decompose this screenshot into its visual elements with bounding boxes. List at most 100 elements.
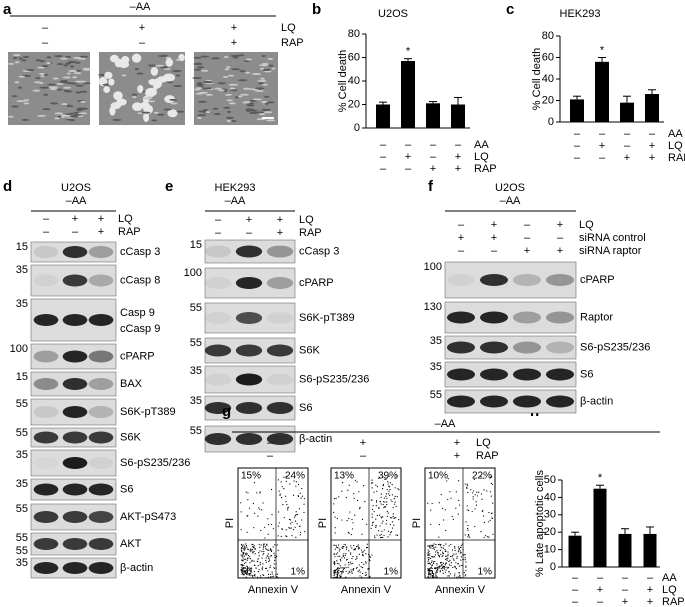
event: [454, 549, 456, 552]
y-tick-label: 20: [348, 98, 360, 110]
event: [435, 543, 437, 546]
event: [465, 566, 467, 568]
event: [341, 482, 344, 484]
cell: [159, 66, 169, 69]
event: [277, 576, 279, 579]
event: [304, 531, 306, 533]
event: [481, 510, 484, 513]
cell: [121, 74, 127, 77]
cell: [200, 69, 209, 72]
event: [464, 575, 466, 577]
event: [459, 550, 462, 552]
event: [445, 529, 447, 532]
event: [375, 484, 377, 486]
condition-sign: –: [360, 450, 367, 462]
cell: [266, 119, 276, 122]
band: [235, 245, 263, 258]
cell: [40, 65, 49, 68]
band: [512, 311, 542, 324]
event: [265, 567, 268, 569]
cell: [42, 108, 51, 111]
event: [378, 477, 380, 479]
event: [453, 553, 455, 555]
event: [454, 566, 456, 568]
band: [545, 341, 575, 354]
cell-line: U2OS: [61, 182, 91, 194]
event: [243, 552, 245, 554]
quadrant-percent: 1%: [291, 567, 306, 578]
panel-label: d: [3, 178, 12, 195]
event: [277, 549, 279, 551]
protein-label: AKT: [120, 538, 142, 550]
band: [512, 368, 542, 381]
plot-frame: [424, 467, 496, 579]
event: [378, 507, 380, 509]
event: [480, 493, 483, 495]
event: [443, 568, 445, 570]
event: [435, 576, 437, 578]
event: [270, 555, 272, 557]
event: [333, 503, 335, 505]
event: [240, 568, 242, 571]
event: [447, 551, 449, 553]
cell: [108, 78, 115, 86]
quadrant-percent: 24%: [285, 471, 305, 482]
event: [447, 567, 449, 569]
event: [431, 555, 433, 558]
y-tick-label: 60: [348, 51, 360, 63]
event: [334, 571, 336, 574]
event: [357, 544, 359, 546]
cell: [268, 64, 274, 67]
condition-sign: –: [267, 437, 274, 449]
event: [444, 564, 446, 566]
condition-sign: –: [572, 596, 579, 607]
condition-sign: –: [597, 572, 604, 584]
event: [486, 536, 489, 538]
band: [204, 402, 232, 414]
condition-sign: –: [43, 213, 50, 225]
event: [437, 544, 440, 546]
event: [442, 562, 444, 564]
event: [442, 507, 444, 510]
band: [33, 431, 59, 444]
size-marker: 55: [16, 503, 28, 515]
event: [241, 564, 243, 566]
event: [443, 545, 445, 547]
protein-label: cPARP: [580, 274, 615, 286]
event: [455, 507, 457, 509]
event: [458, 499, 460, 502]
event: [427, 568, 429, 570]
event: [457, 546, 460, 548]
event: [428, 557, 430, 559]
cell: [226, 110, 232, 113]
event: [385, 519, 388, 521]
event: [281, 486, 283, 488]
event: [295, 536, 297, 538]
event: [351, 528, 354, 530]
event: [370, 482, 373, 484]
event: [432, 562, 435, 564]
cell: [223, 55, 229, 58]
cell: [141, 111, 151, 114]
cell: [35, 77, 41, 80]
event: [364, 501, 366, 503]
cell: [243, 60, 250, 63]
event: [431, 575, 433, 577]
event: [447, 575, 449, 577]
event: [392, 513, 394, 515]
event: [242, 567, 244, 569]
event: [349, 571, 351, 574]
significance: *: [406, 46, 411, 58]
event: [427, 553, 429, 556]
event: [270, 550, 273, 553]
event: [444, 567, 446, 569]
event: [251, 575, 254, 577]
event: [444, 509, 446, 511]
event: [430, 575, 432, 577]
size-marker: 55: [16, 545, 28, 557]
event: [282, 504, 284, 506]
cell: [231, 68, 240, 71]
event: [427, 545, 429, 547]
cell: [43, 93, 49, 96]
